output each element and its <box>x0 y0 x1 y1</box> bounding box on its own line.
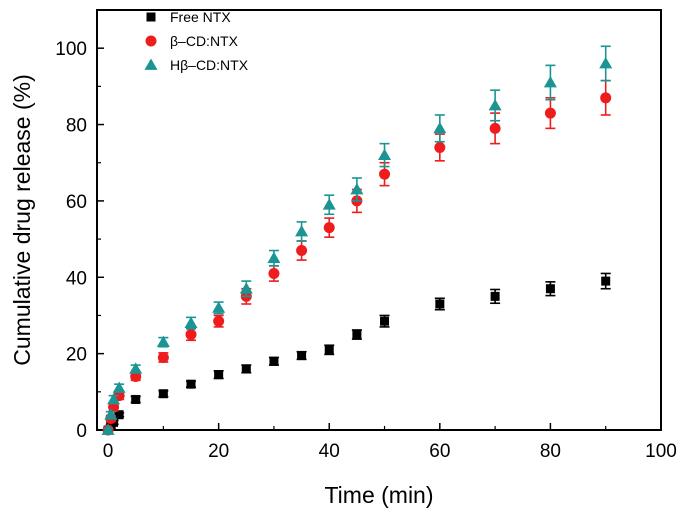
data-point <box>114 410 124 420</box>
data-point <box>186 379 196 389</box>
data-point <box>184 316 198 328</box>
data-point <box>157 351 169 363</box>
data-point <box>129 362 143 374</box>
data-point <box>435 299 445 309</box>
data-point <box>267 251 281 264</box>
x-tick-label: 0 <box>103 441 114 462</box>
plot-frame <box>96 9 662 431</box>
y-tick-label: 60 <box>66 192 87 213</box>
data-point <box>112 381 126 393</box>
data-point <box>295 224 309 237</box>
data-point <box>600 92 612 104</box>
data-point <box>488 98 502 111</box>
data-point <box>214 370 224 380</box>
data-point <box>543 76 557 88</box>
series-1 <box>102 79 612 436</box>
legend: Free NTX β–CD:NTX Hβ–CD:NTX <box>144 9 249 73</box>
data-point <box>322 198 336 210</box>
data-point <box>185 329 197 341</box>
data-point <box>156 335 170 348</box>
data-point <box>107 392 121 405</box>
y-tick-label: 40 <box>66 268 87 289</box>
legend-marker <box>144 58 158 70</box>
y-tick-label: 0 <box>76 421 87 442</box>
data-point <box>434 141 446 153</box>
x-tick-label: 40 <box>319 441 340 462</box>
data-point <box>489 122 501 134</box>
data-point <box>296 245 308 257</box>
x-axis: 0 20 40 60 80 100 <box>103 423 677 462</box>
data-point <box>352 330 362 340</box>
data-point <box>268 267 280 279</box>
data-point <box>379 168 391 180</box>
series-2 <box>101 45 613 435</box>
x-axis-title: Time (min) <box>324 482 433 508</box>
series-layer <box>101 45 613 436</box>
data-point <box>130 371 142 383</box>
legend-label: β–CD:NTX <box>170 33 239 49</box>
data-point <box>131 394 141 404</box>
y-axis-title: Cumulative drug release (%) <box>9 74 35 365</box>
data-point <box>241 364 251 374</box>
plot-area <box>96 9 662 431</box>
y-tick-label: 20 <box>66 345 87 366</box>
series-0 <box>103 272 611 435</box>
data-point <box>104 408 118 420</box>
data-point <box>239 282 253 294</box>
data-point <box>490 291 500 301</box>
legend-label: Hβ–CD:NTX <box>170 57 249 73</box>
data-point <box>545 284 555 294</box>
data-point <box>158 389 168 399</box>
y-tick-label: 80 <box>66 116 87 137</box>
data-point <box>433 121 447 134</box>
data-point <box>350 182 364 195</box>
data-point <box>101 423 115 435</box>
legend-label: Free NTX <box>170 9 231 25</box>
y-axis: 0 20 40 60 80 100 <box>55 9 104 442</box>
data-point <box>378 148 392 160</box>
y-tick-label: 100 <box>55 39 87 60</box>
x-tick-label: 100 <box>645 441 677 462</box>
legend-marker <box>145 35 157 47</box>
data-point <box>544 107 556 119</box>
data-point <box>380 316 390 326</box>
data-point <box>601 276 611 286</box>
data-point <box>324 345 334 355</box>
legend-marker <box>146 12 156 22</box>
data-point <box>213 315 225 327</box>
data-point <box>297 351 307 361</box>
data-point <box>269 356 279 366</box>
x-tick-label: 20 <box>208 441 229 462</box>
data-point <box>212 301 226 313</box>
data-point <box>323 222 335 234</box>
x-tick-label: 60 <box>429 441 450 462</box>
data-point <box>599 56 613 69</box>
x-tick-label: 80 <box>540 441 561 462</box>
